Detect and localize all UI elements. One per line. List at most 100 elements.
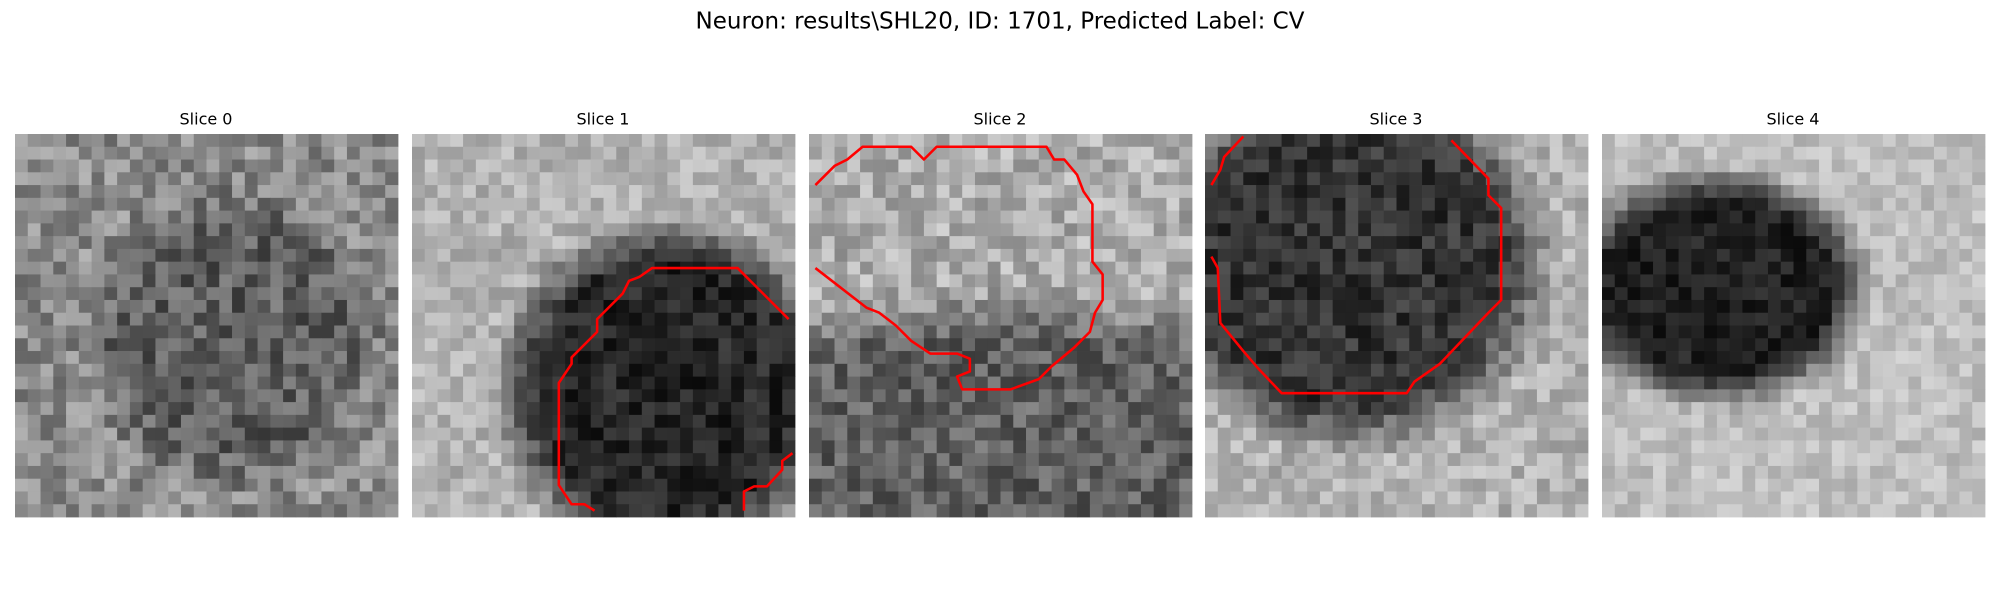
pixel [514, 312, 528, 326]
pixel [1358, 338, 1372, 352]
pixel [1319, 376, 1334, 390]
pixel [680, 210, 694, 224]
pixel [1294, 236, 1308, 250]
pixel [782, 287, 796, 301]
pixel [1307, 504, 1321, 518]
pixel [577, 325, 592, 339]
pixel [1742, 465, 1756, 480]
pixel [206, 248, 220, 263]
pixel [1434, 389, 1448, 403]
pixel [1844, 172, 1858, 186]
pixel [1447, 453, 1461, 467]
pixel [809, 312, 823, 326]
pixel [1678, 210, 1692, 224]
pixel [1716, 261, 1731, 275]
pixel [1653, 427, 1667, 441]
pixel [1640, 453, 1654, 467]
pixel [1602, 248, 1616, 263]
pixel [334, 261, 348, 275]
pixel [590, 287, 604, 301]
pixel [1575, 134, 1589, 148]
pixel [1409, 427, 1423, 441]
pixel [1908, 465, 1922, 480]
pixel [1614, 210, 1628, 224]
pixel [1230, 376, 1244, 390]
pixel [1460, 376, 1474, 390]
pixel [1575, 325, 1589, 339]
pixel [1256, 504, 1270, 518]
pixel [1742, 453, 1756, 467]
pixel [1473, 414, 1487, 429]
pixel [1857, 465, 1871, 480]
pixel [1115, 146, 1129, 160]
pixel [283, 134, 297, 148]
pixel [1115, 261, 1129, 275]
pixel [514, 351, 528, 365]
pixel [834, 312, 848, 326]
pixel [1793, 465, 1807, 480]
pixel [1434, 172, 1448, 186]
pixel [308, 312, 322, 326]
pixel [1614, 287, 1628, 301]
pixel [1511, 236, 1525, 250]
pixel [346, 223, 361, 237]
pixel [1704, 172, 1718, 186]
pixel [91, 197, 105, 211]
pixel [1319, 223, 1334, 237]
pixel [1396, 287, 1410, 301]
pixel [1870, 504, 1884, 518]
pixel [1921, 453, 1935, 467]
pixel [1653, 185, 1667, 199]
pixel [898, 210, 912, 224]
pixel [641, 185, 655, 199]
pixel [129, 427, 144, 441]
pixel [1179, 299, 1193, 314]
pixel [1396, 159, 1410, 173]
pixel [1755, 414, 1769, 429]
pixel [1653, 287, 1667, 301]
pixel [718, 134, 732, 148]
pixel [1089, 414, 1104, 429]
pixel [782, 146, 796, 160]
pixel [1857, 351, 1871, 365]
pixel [1396, 312, 1410, 326]
pixel [756, 185, 770, 199]
pixel [219, 159, 233, 173]
pixel [1665, 325, 1679, 339]
pixel [885, 465, 899, 480]
pixel [1498, 414, 1512, 429]
pixel [1511, 248, 1525, 263]
pixel [424, 504, 438, 518]
pixel [1370, 402, 1385, 416]
pixel [424, 146, 438, 160]
pixel [1140, 465, 1155, 480]
pixel [654, 376, 668, 390]
pixel [1946, 185, 1960, 199]
pixel [1179, 287, 1193, 301]
pixel [577, 453, 592, 467]
pixel [1064, 236, 1078, 250]
pixel [641, 172, 655, 186]
pixel [1460, 146, 1474, 160]
pixel [1653, 223, 1667, 237]
pixel [1614, 351, 1628, 365]
pixel [1933, 440, 1948, 454]
pixel [1370, 210, 1385, 224]
pixel [1089, 402, 1104, 416]
pixel [308, 389, 322, 403]
pixel [346, 248, 361, 263]
pixel [283, 402, 297, 416]
pixel [15, 159, 29, 173]
pixel [1665, 134, 1679, 148]
pixel [1767, 325, 1782, 339]
pixel [552, 159, 566, 173]
pixel [437, 414, 451, 429]
pixel [168, 389, 182, 403]
pixel [193, 274, 207, 288]
pixel [1409, 210, 1423, 224]
pixel [1691, 172, 1705, 186]
pixel [1396, 197, 1410, 211]
pixel [1857, 248, 1871, 263]
pixel [629, 172, 643, 186]
pixel [885, 236, 899, 250]
